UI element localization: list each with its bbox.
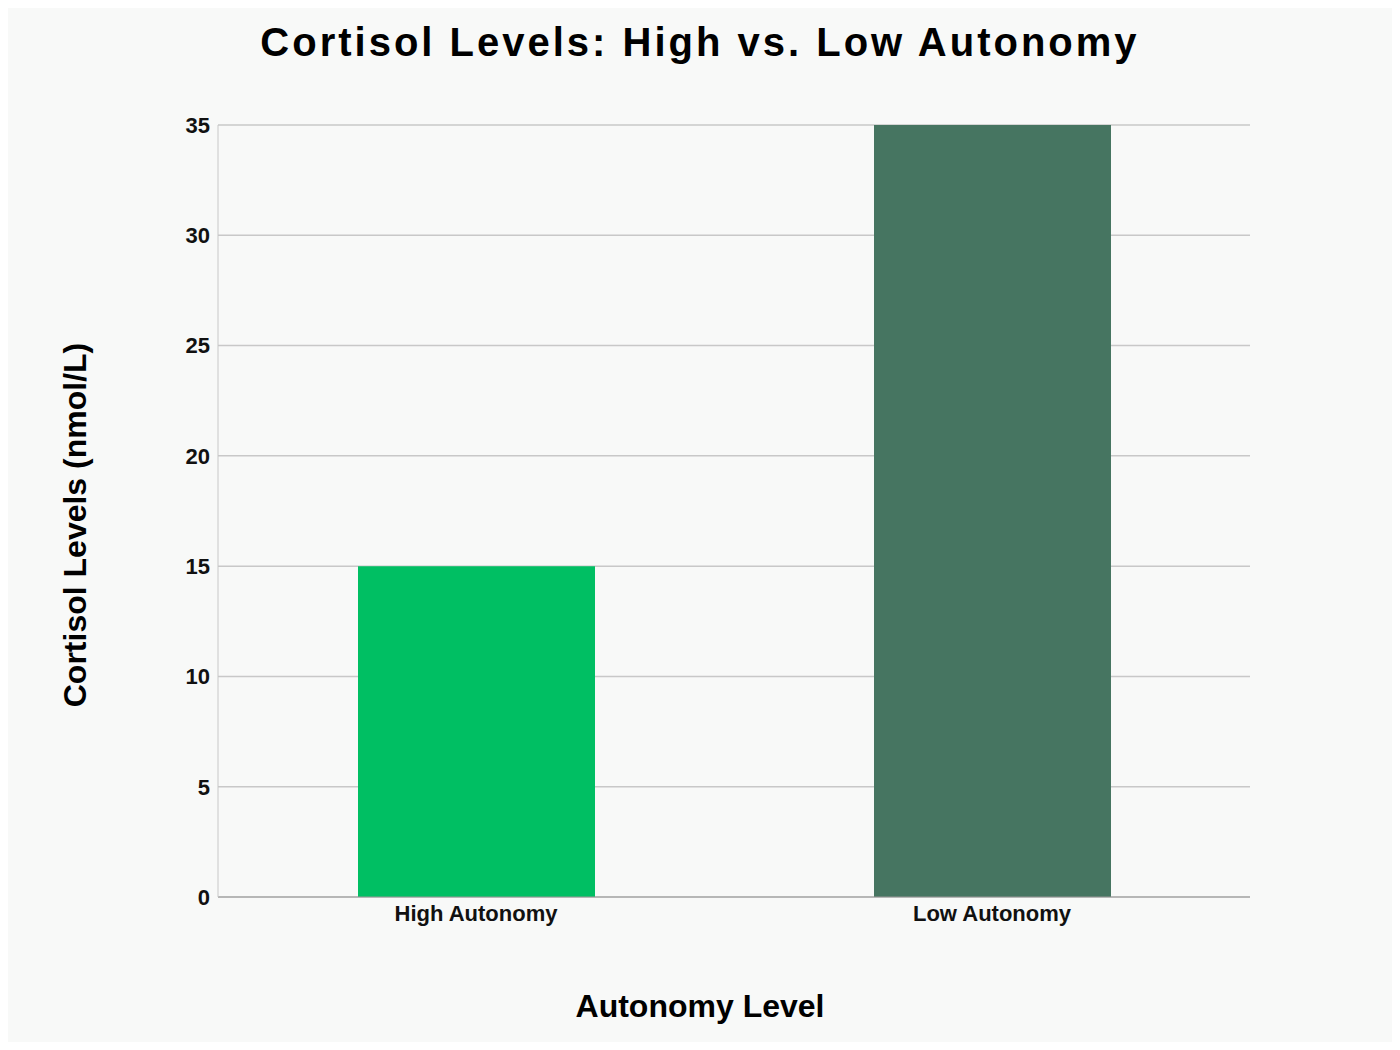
svg-text:35: 35 xyxy=(186,113,210,138)
html-text:Autonomy Level: Autonomy Level xyxy=(575,988,825,1024)
svg-text:15: 15 xyxy=(186,554,210,579)
svg-text:10: 10 xyxy=(186,664,210,689)
svg-text:0: 0 xyxy=(198,885,210,910)
html-text:Cortisol Levels: High vs. Low: Cortisol Levels: High vs. Low Autonomy xyxy=(260,20,1140,64)
html-text:Cortisol Levels (nmol/L): Cortisol Levels (nmol/L) xyxy=(56,342,93,708)
svg-text:30: 30 xyxy=(186,223,210,248)
svg-text:5: 5 xyxy=(198,775,210,800)
svg-text:High Autonomy: High Autonomy xyxy=(395,901,559,926)
svg-text:25: 25 xyxy=(186,333,210,358)
svg-text:20: 20 xyxy=(186,444,210,469)
svg-text:Low Autonomy: Low Autonomy xyxy=(913,901,1072,926)
